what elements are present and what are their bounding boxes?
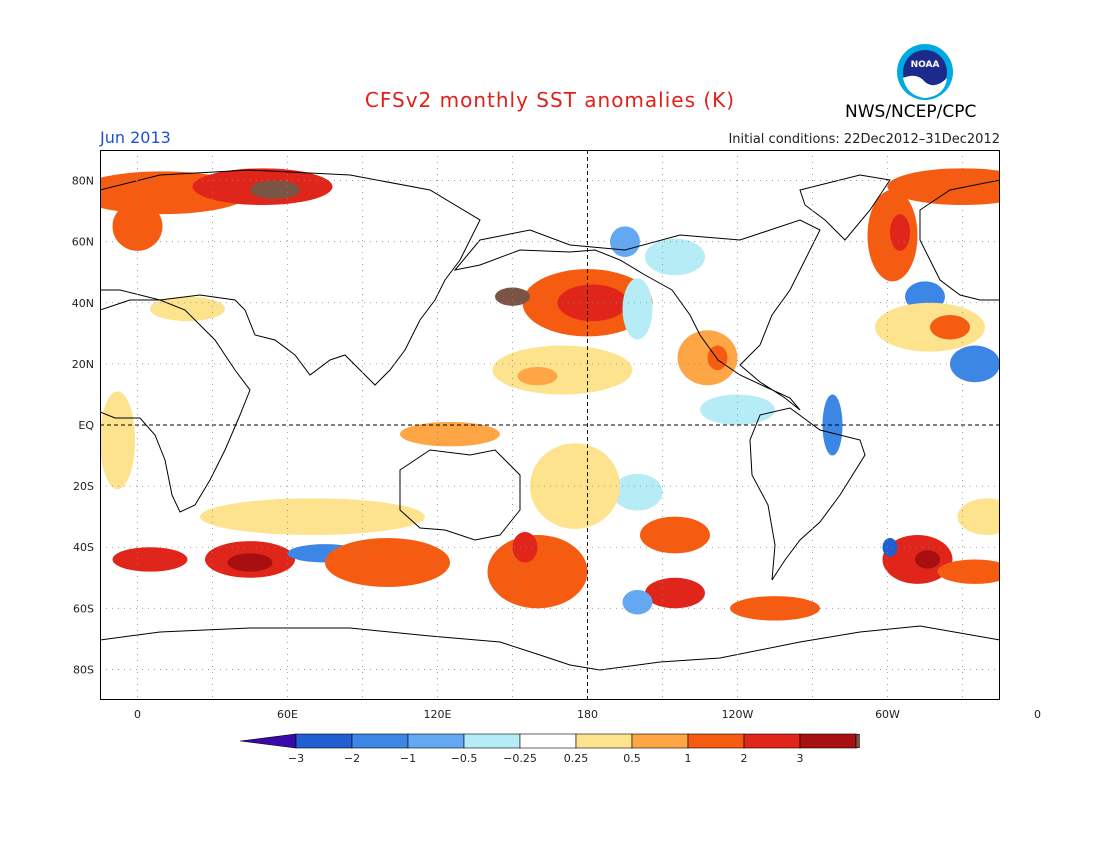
anomaly-region: [622, 590, 653, 615]
anomaly-region: [700, 394, 775, 425]
coastline-north-america: [453, 219, 821, 411]
colorbar-box: [407, 733, 465, 749]
colorbar-box: [631, 733, 689, 749]
colorbar-arrow-high: [855, 733, 860, 749]
coastline-asia: [100, 169, 481, 386]
anomaly-region: [112, 547, 188, 572]
latitude-label: 20N: [72, 358, 94, 371]
colorbar-tick-label: −3: [288, 752, 304, 765]
anomaly-region: [612, 473, 663, 511]
colorbar-tick-label: 3: [797, 752, 804, 765]
colorbar: −3 −2 −1 −0.5 −0.25 0.25 0.5 1 2 3: [240, 733, 860, 765]
anomaly-region: [517, 366, 558, 386]
land-layer: [100, 169, 1000, 671]
anomaly-region: [112, 201, 163, 251]
colorbar-box: [351, 733, 409, 749]
anomaly-region: [200, 498, 425, 535]
coastline-africa: [100, 299, 251, 513]
anomaly-region: [645, 238, 705, 276]
anomaly-region: [930, 315, 970, 340]
anomaly-region: [645, 577, 705, 609]
anomaly-region: [882, 538, 898, 557]
longitude-label: 60W: [875, 708, 900, 721]
colorbar-tick-label: 0.25: [564, 752, 589, 765]
longitude-label: 120W: [722, 708, 754, 721]
anomaly-region: [487, 535, 588, 609]
anomaly-region: [227, 553, 273, 572]
longitude-labels: 0 60E 120E 180 120W 60W 0: [134, 708, 1041, 721]
latitude-labels: 80N 60N 40N 20N EQ 20S 40S 60S 80S: [72, 175, 95, 677]
coastline-australia: [399, 449, 521, 541]
latitude-label: 60N: [72, 236, 94, 249]
anomaly-region: [622, 278, 653, 340]
anomaly-region: [512, 531, 538, 563]
colorbar-box: [463, 733, 521, 749]
longitude-label: 60E: [277, 708, 298, 721]
colorbar-box: [799, 733, 857, 749]
longitude-label: 180: [577, 708, 598, 721]
colorbar-box: [743, 733, 801, 749]
latitude-label: 40S: [73, 541, 94, 554]
colorbar-tick-label: −0.25: [503, 752, 537, 765]
colorbar-box: [519, 733, 577, 749]
colorbar-boxes: [240, 733, 860, 749]
longitude-label: 0: [134, 708, 141, 721]
anomaly-region: [400, 421, 500, 447]
latitude-label: EQ: [78, 419, 94, 432]
graticule: [100, 150, 1000, 700]
initial-conditions: Initial conditions: 22Dec2012–31Dec2012: [728, 132, 1000, 147]
colorbar-box: [295, 733, 353, 749]
longitude-label: 0: [1034, 708, 1041, 721]
coastline-antarctica: [100, 625, 1000, 671]
latitude-label: 80N: [72, 175, 94, 188]
coastline-greenland: [799, 174, 891, 241]
anomaly-region: [250, 180, 300, 199]
anomaly-region: [887, 168, 1000, 205]
coastline-eurasia: [919, 179, 1000, 301]
anomaly-region: [640, 516, 710, 554]
colorbar-tick-label: 0.5: [623, 752, 641, 765]
colorbar-box: [575, 733, 633, 749]
anomaly-region: [957, 498, 1000, 535]
anomaly-region: [150, 296, 225, 322]
map-title: CFSv2 monthly SST anomalies (K): [364, 88, 736, 112]
anomaly-region: [730, 596, 820, 621]
longitude-label: 120E: [424, 708, 452, 721]
anomaly-region: [937, 559, 1000, 584]
noaa-logo-text: NOAA: [911, 60, 940, 70]
latitude-label: 80S: [73, 663, 94, 676]
latitude-label: 20S: [73, 480, 94, 493]
sst-anomaly-map: [100, 150, 1000, 700]
colorbar-tick-label: −0.5: [451, 752, 478, 765]
colorbar-tick-label: 1: [685, 752, 692, 765]
latitude-label: 60S: [73, 602, 94, 615]
agency-label: NWS/NCEP/CPC: [845, 102, 977, 122]
noaa-logo: NOAA: [897, 44, 953, 100]
colorbar-arrow-low: [240, 733, 297, 749]
coastline-south-america: [749, 407, 866, 581]
colorbar-box: [687, 733, 745, 749]
anomaly-region: [822, 394, 843, 456]
colorbar-tick-labels: −3 −2 −1 −0.5 −0.25 0.25 0.5 1 2 3: [288, 752, 804, 765]
anomaly-region: [495, 287, 530, 306]
anomaly-region: [325, 538, 450, 587]
colorbar-tick-label: 2: [741, 752, 748, 765]
colorbar-tick-label: −2: [344, 752, 360, 765]
forecast-period: Jun 2013: [100, 128, 171, 147]
latitude-label: 40N: [72, 297, 94, 310]
colorbar-tick-label: −1: [400, 752, 416, 765]
anomaly-region: [915, 550, 940, 569]
